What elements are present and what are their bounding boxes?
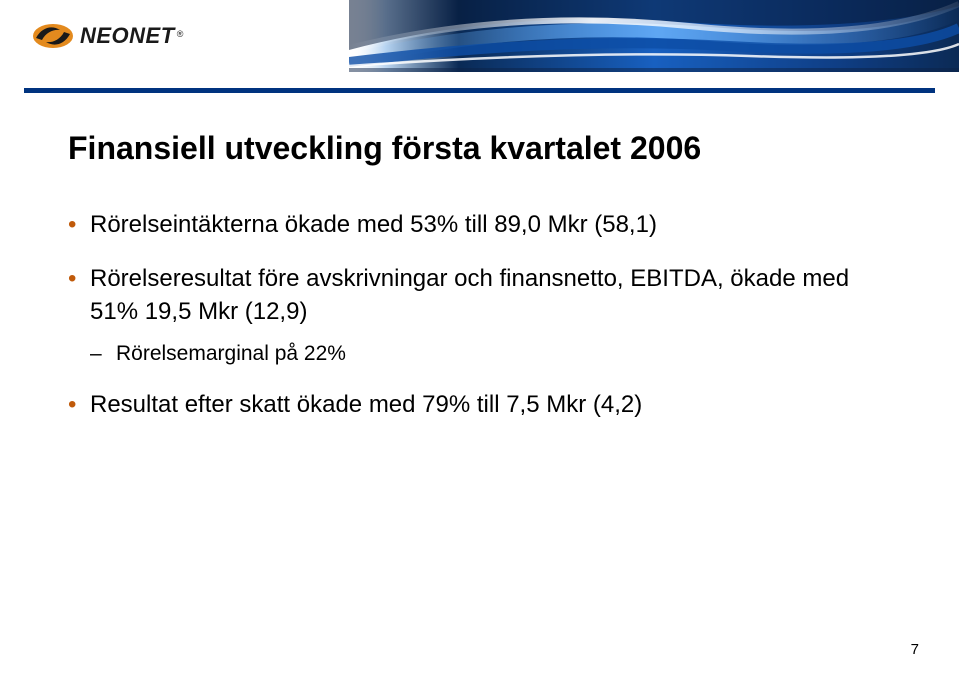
bullet-list: Rörelseintäkterna ökade med 53% till 89,…	[68, 209, 891, 422]
list-item-text: Rörelseresultat före avskrivningar och f…	[90, 265, 849, 324]
slide: NEONET ® Finansiell utveckling första kv…	[0, 0, 959, 676]
registered-mark: ®	[177, 29, 184, 39]
list-item: Resultat efter skatt ökade med 79% till …	[68, 389, 891, 421]
logo-text: NEONET	[80, 23, 175, 49]
banner-image	[349, 0, 959, 72]
list-item: Rörelseintäkterna ökade med 53% till 89,…	[68, 209, 891, 241]
logo-mark-icon	[32, 22, 74, 50]
page-number: 7	[911, 641, 919, 658]
sub-list-item-text: Rörelsemarginal på 22%	[116, 342, 346, 365]
sub-list: Rörelsemarginal på 22%	[90, 340, 891, 367]
divider-bar	[24, 88, 935, 93]
logo: NEONET ®	[32, 22, 181, 50]
list-item: Rörelseresultat före avskrivningar och f…	[68, 263, 891, 367]
content-area: Finansiell utveckling första kvartalet 2…	[68, 130, 891, 444]
list-item-text: Resultat efter skatt ökade med 79% till …	[90, 391, 642, 418]
page-title: Finansiell utveckling första kvartalet 2…	[68, 130, 891, 167]
list-item-text: Rörelseintäkterna ökade med 53% till 89,…	[90, 211, 657, 238]
sub-list-item: Rörelsemarginal på 22%	[90, 340, 891, 367]
